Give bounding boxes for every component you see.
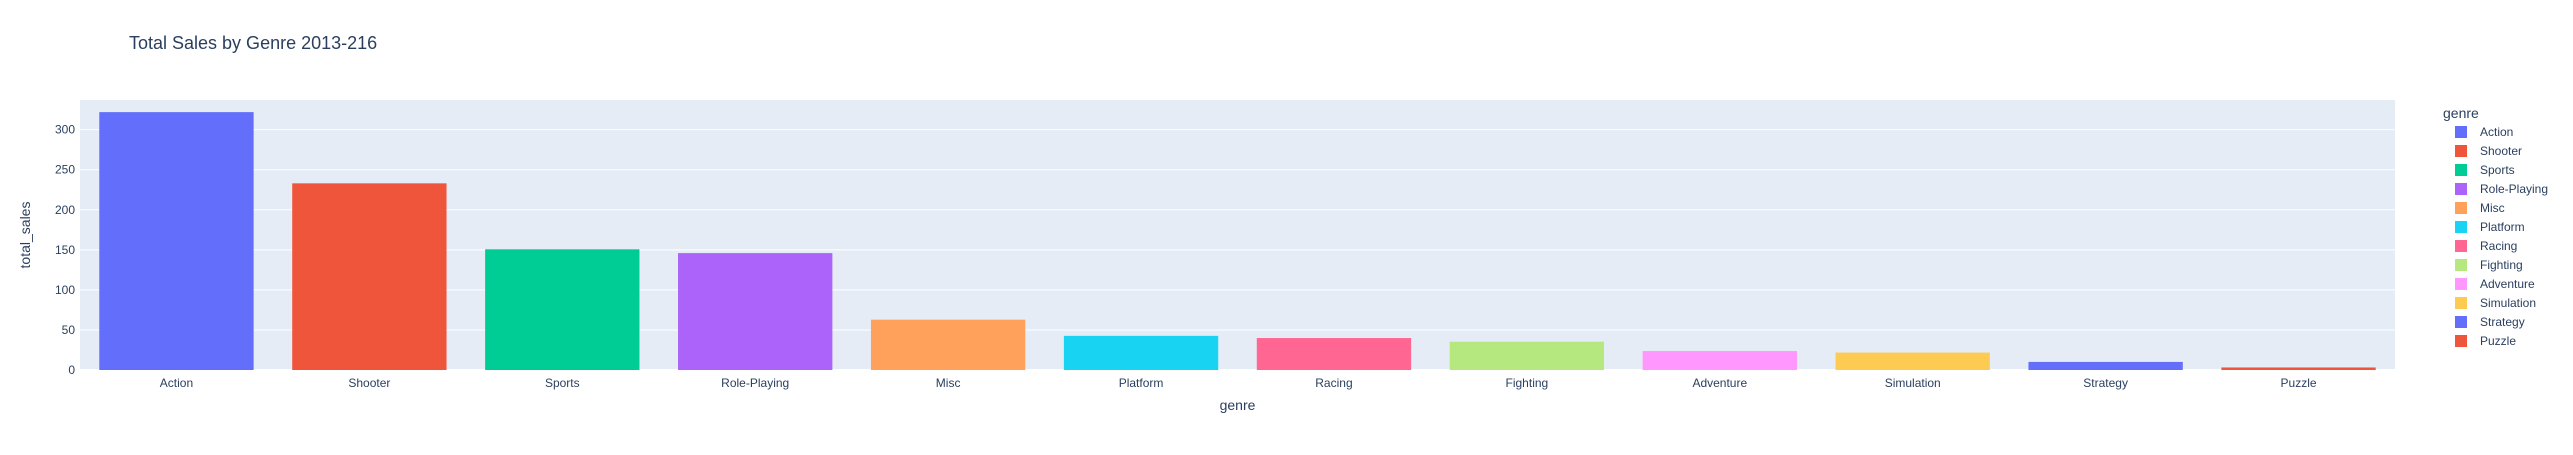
bar-action[interactable] bbox=[99, 112, 254, 371]
legend-label: Simulation bbox=[2480, 296, 2536, 310]
bar-simulation[interactable] bbox=[1835, 352, 1990, 370]
bar-strategy[interactable] bbox=[2028, 361, 2183, 370]
legend-item-strategy[interactable]: Strategy bbox=[2455, 315, 2525, 329]
legend-label: Misc bbox=[2480, 201, 2505, 215]
legend-swatch bbox=[2455, 335, 2467, 347]
x-tick-label: Shooter bbox=[348, 376, 390, 390]
y-tick-labels: 0 50 100 150 200 250 300 bbox=[55, 123, 75, 377]
x-tick-label: Action bbox=[160, 376, 193, 390]
legend-swatch bbox=[2455, 164, 2467, 176]
bar-misc[interactable] bbox=[870, 319, 1026, 370]
legend-item-action[interactable]: Action bbox=[2455, 125, 2513, 139]
x-tick-label: Sports bbox=[545, 376, 580, 390]
legend-item-misc[interactable]: Misc bbox=[2455, 201, 2505, 215]
y-tick-label: 100 bbox=[55, 283, 75, 297]
legend-title: genre bbox=[2443, 105, 2479, 121]
legend-label: Fighting bbox=[2480, 258, 2523, 272]
legend-items[interactable]: Action Shooter Sports Role-Playing Misc Platf… bbox=[2455, 125, 2548, 348]
legend-swatch bbox=[2455, 297, 2467, 309]
bar-fighting[interactable] bbox=[1449, 341, 1605, 370]
legend-swatch bbox=[2455, 202, 2467, 214]
y-tick-label: 50 bbox=[62, 323, 76, 337]
plot-area bbox=[80, 100, 2395, 370]
gridlines bbox=[80, 129, 2395, 371]
x-tick-label: Role-Playing bbox=[721, 376, 789, 390]
legend-swatch bbox=[2455, 316, 2467, 328]
legend-item-puzzle[interactable]: Puzzle bbox=[2455, 334, 2516, 348]
legend-label: Platform bbox=[2480, 220, 2525, 234]
bar-shooter[interactable] bbox=[292, 183, 447, 370]
legend-item-role-playing[interactable]: Role-Playing bbox=[2455, 182, 2548, 196]
legend-swatch bbox=[2455, 221, 2467, 233]
y-tick-label: 250 bbox=[55, 163, 75, 177]
x-tick-label: Fighting bbox=[1506, 376, 1549, 390]
legend-swatch bbox=[2455, 183, 2467, 195]
bar-puzzle[interactable] bbox=[2221, 367, 2376, 370]
bars bbox=[99, 112, 2376, 371]
legend-swatch bbox=[2455, 278, 2467, 290]
x-tick-label: Misc bbox=[936, 376, 961, 390]
legend[interactable]: genre Action Shooter Sports Role-Playing Mis… bbox=[2443, 105, 2548, 348]
legend-swatch bbox=[2455, 126, 2467, 138]
legend-label: Strategy bbox=[2480, 315, 2525, 329]
legend-swatch bbox=[2455, 145, 2467, 157]
bar-adventure[interactable] bbox=[1642, 351, 1797, 370]
bar-sports[interactable] bbox=[485, 249, 640, 370]
x-tick-label: Adventure bbox=[1692, 376, 1747, 390]
x-tick-labels: Action Shooter Sports Role-Playing Misc Platf… bbox=[160, 376, 2317, 390]
x-tick-label: Racing bbox=[1315, 376, 1352, 390]
legend-label: Action bbox=[2480, 125, 2513, 139]
legend-item-adventure[interactable]: Adventure bbox=[2455, 277, 2535, 291]
bar-racing[interactable] bbox=[1256, 338, 1412, 370]
x-tick-label: Platform bbox=[1119, 376, 1164, 390]
bar-platform[interactable] bbox=[1063, 335, 1219, 370]
y-tick-label: 150 bbox=[55, 243, 75, 257]
legend-item-racing[interactable]: Racing bbox=[2455, 239, 2517, 253]
legend-swatch bbox=[2455, 259, 2467, 271]
legend-item-platform[interactable]: Platform bbox=[2455, 220, 2525, 234]
y-axis-title: total_sales bbox=[17, 202, 33, 269]
x-tick-label: Simulation bbox=[1885, 376, 1941, 390]
y-tick-label: 200 bbox=[55, 203, 75, 217]
legend-swatch bbox=[2455, 240, 2467, 252]
y-tick-label: 0 bbox=[68, 363, 75, 377]
legend-label: Puzzle bbox=[2480, 334, 2516, 348]
x-axis-title: genre bbox=[1220, 397, 1256, 413]
legend-label: Shooter bbox=[2480, 144, 2522, 158]
y-tick-label: 300 bbox=[55, 123, 75, 137]
x-tick-label: Strategy bbox=[2083, 376, 2128, 390]
bar-role-playing[interactable] bbox=[678, 253, 833, 370]
legend-item-sports[interactable]: Sports bbox=[2455, 163, 2515, 177]
legend-item-shooter[interactable]: Shooter bbox=[2455, 144, 2522, 158]
x-tick-label: Puzzle bbox=[2281, 376, 2317, 390]
chart-title: Total Sales by Genre 2013-216 bbox=[129, 33, 377, 53]
legend-label: Role-Playing bbox=[2480, 182, 2548, 196]
legend-item-simulation[interactable]: Simulation bbox=[2455, 296, 2536, 310]
legend-item-fighting[interactable]: Fighting bbox=[2455, 258, 2523, 272]
legend-label: Adventure bbox=[2480, 277, 2535, 291]
legend-label: Sports bbox=[2480, 163, 2515, 177]
legend-label: Racing bbox=[2480, 239, 2517, 253]
